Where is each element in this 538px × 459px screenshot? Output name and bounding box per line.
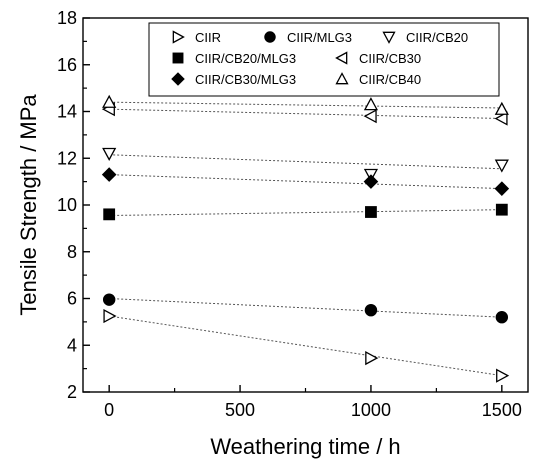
y-tick-label: 4: [67, 335, 77, 355]
ciir-cb30-mlg3-data-point: [101, 167, 117, 182]
ciir-cb30-mlg3-data-point: [363, 174, 379, 189]
ciir-cb30-mlg3-data-point: [494, 181, 510, 196]
ciir-cb20-mlg3-legend-marker: [172, 52, 184, 64]
ciir-cb40-data-point: [494, 101, 509, 115]
legend-box: [148, 22, 500, 97]
y-tick-label: 16: [57, 55, 77, 75]
ciir-cb40-legend-label: CIIR/CB40: [359, 72, 421, 87]
ciir-cb20-data-point: [102, 147, 117, 161]
legend: CIIR CIIR/MLG3 CIIR/CB20 CIIR/CB20/MLG3 CIIR…: [148, 22, 500, 97]
ciir-data-point: [496, 368, 510, 383]
ciir-cb20-mlg3-data-point: [103, 208, 116, 221]
x-tick-label: 1000: [351, 400, 391, 420]
ciir-cb40-data-point: [102, 94, 117, 108]
y-tick-label: 12: [57, 148, 77, 168]
ciir-cb30-legend-marker: [335, 51, 348, 65]
y-tick-label: 18: [57, 8, 77, 28]
y-tick-label: 10: [57, 195, 77, 215]
ciir-cb20-mlg3-data-point: [495, 203, 508, 216]
ciir-mlg3-legend-label: CIIR/MLG3: [287, 30, 352, 45]
ciir-cb20-legend-label: CIIR/CB20: [406, 30, 468, 45]
y-tick-label: 8: [67, 242, 77, 262]
y-tick-label: 6: [67, 289, 77, 309]
ciir-cb20-mlg3-legend-label: CIIR/CB20/MLG3: [195, 51, 296, 66]
ciir-cb30-trend-line: [109, 108, 502, 120]
ciir-cb40-legend-marker: [335, 72, 349, 85]
ciir-mlg3-legend-marker: [264, 31, 276, 43]
ciir-cb20-data-point: [494, 159, 509, 173]
ciir-data-point: [103, 308, 117, 324]
trend-lines-layer: [109, 101, 502, 377]
ciir-cb30-mlg3-legend-label: CIIR/CB30/MLG3: [195, 72, 296, 87]
ciir-cb30-data-point: [363, 109, 377, 124]
ciir-mlg3-data-point: [364, 303, 378, 317]
ciir-cb30-legend-label: CIIR/CB30: [359, 51, 421, 66]
y-tick-label: 2: [67, 382, 77, 402]
axis-ticks-layer: 0 500 1000 1500 2 4 6 8 10 12 14 16 18: [57, 8, 522, 420]
ciir-data-point: [365, 351, 379, 366]
ciir-cb20-mlg3-trend-line: [109, 209, 502, 217]
x-tick-label: 0: [104, 400, 114, 420]
y-tick-label: 14: [57, 102, 77, 122]
data-points-layer: [101, 94, 510, 383]
ciir-mlg3-data-point: [102, 293, 116, 306]
ciir-cb20-legend-marker: [382, 31, 396, 44]
ciir-cb20-mlg3-data-point: [365, 206, 377, 218]
ciir-trend-line: [109, 315, 502, 377]
ciir-cb20-trend-line: [109, 154, 502, 170]
ciir-cb40-trend-line: [109, 101, 502, 109]
ciir-cb30-mlg3-trend-line: [109, 174, 502, 190]
ciir-cb40-data-point: [363, 97, 379, 111]
ciir-mlg3-data-point: [495, 311, 509, 324]
ciir-legend-marker: [172, 30, 185, 44]
ciir-cb30-mlg3-legend-marker: [171, 72, 185, 86]
x-tick-label: 1500: [482, 400, 522, 420]
x-axis-title: Weathering time / h: [210, 434, 400, 459]
x-tick-label: 500: [225, 400, 255, 420]
ciir-cb30-data-point: [494, 111, 508, 126]
y-axis-title: Tensile Strength / MPa: [16, 94, 41, 316]
ciir-legend-label: CIIR: [195, 30, 221, 45]
ciir-mlg3-trend-line: [109, 298, 502, 318]
